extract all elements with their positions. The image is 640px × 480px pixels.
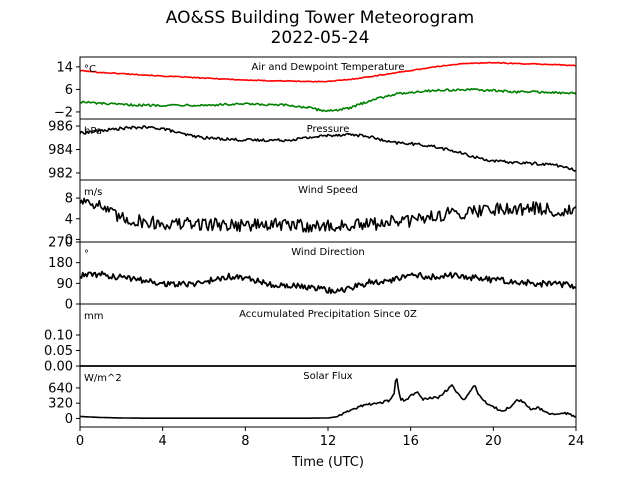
panel-title: Accumulated Precipitation Since 0Z [239, 309, 417, 320]
x-tick-label: 16 [402, 434, 419, 449]
series-line [79, 125, 577, 172]
x-tick-label: 20 [485, 434, 502, 449]
y-tick-label: 984 [48, 143, 73, 158]
unit-label: W/m^2 [84, 373, 122, 384]
series-line [80, 61, 577, 83]
panel-title: Air and Dewpoint Temperature [252, 62, 405, 73]
panel-title: Pressure [307, 124, 350, 135]
y-tick-label: −2 [54, 105, 73, 120]
unit-label: °C [84, 64, 96, 75]
y-tick-label: 0.00 [44, 360, 73, 375]
y-tick-label: 90 [56, 277, 73, 292]
chart-subtitle: 2022-05-24 [270, 28, 370, 48]
y-tick-label: 8 [65, 192, 73, 207]
y-tick-label: 270 [48, 236, 73, 251]
unit-label: hPa [84, 126, 102, 137]
x-tick-label: 8 [241, 434, 249, 449]
y-tick-label: 6 [65, 83, 73, 98]
y-tick-label: 0 [65, 412, 73, 427]
series-line [79, 270, 577, 295]
unit-label: ° [84, 249, 89, 260]
panel-title: Solar Flux [303, 371, 353, 382]
panel-title: Wind Direction [291, 247, 365, 258]
x-tick-label: 12 [320, 434, 337, 449]
y-tick-label: 0 [65, 298, 73, 313]
unit-label: mm [84, 311, 103, 322]
chart-title: AO&SS Building Tower Meteorogram [165, 8, 475, 28]
x-tick-label: 24 [568, 434, 585, 449]
series-line [79, 197, 577, 233]
y-tick-label: 0.10 [44, 329, 73, 344]
y-tick-label: 4 [65, 212, 73, 227]
y-tick-label: 0.05 [44, 344, 73, 359]
y-tick-label: 14 [56, 60, 73, 75]
x-axis-label: Time (UTC) [291, 455, 364, 470]
unit-label: m/s [84, 187, 102, 198]
series-line [79, 87, 577, 113]
y-tick-label: 320 [48, 397, 73, 412]
x-tick-label: 4 [159, 434, 167, 449]
y-tick-label: 986 [48, 120, 73, 135]
panel-title: Wind Speed [298, 185, 358, 196]
x-tick-label: 0 [76, 434, 84, 449]
y-tick-label: 0 [65, 233, 73, 248]
y-tick-label: 180 [48, 256, 73, 271]
y-tick-label: 982 [48, 166, 73, 181]
y-tick-label: 640 [48, 381, 73, 396]
series-line [79, 378, 577, 420]
